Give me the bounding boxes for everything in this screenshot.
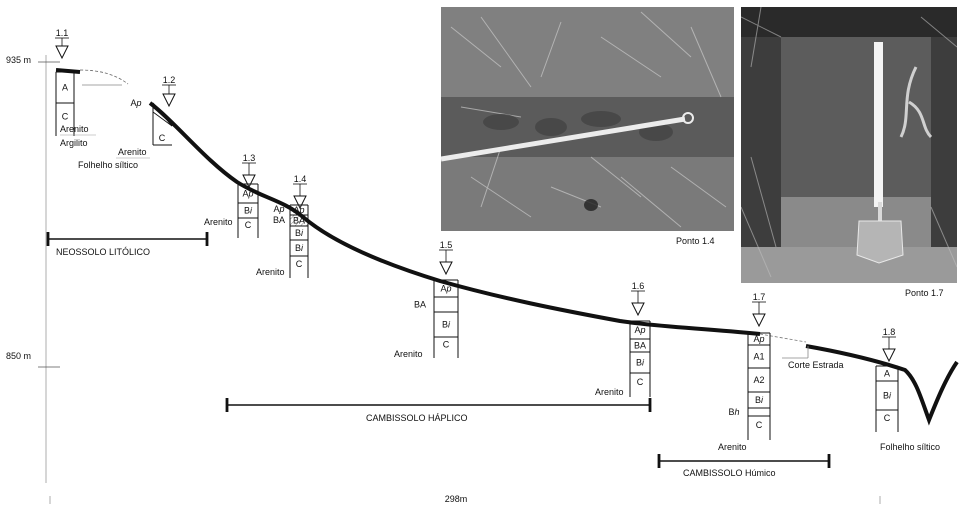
road-cut-label: Corte Estrada [788, 360, 844, 370]
horizon-label: Bi [755, 395, 764, 405]
lithology-label: Folhelho síltico [880, 442, 940, 452]
soil-classes: NEOSSOLO LITÓLICO CAMBISSOLO HÁPLICO CAM… [46, 232, 831, 478]
horizon-label: Bi [883, 391, 892, 401]
profile-marker-triangle [293, 195, 307, 210]
profile-id-label: 1.1 [56, 28, 69, 38]
horizon-label: BA [273, 215, 285, 225]
horizon-label: C [637, 377, 644, 387]
horizon-label: C [296, 259, 303, 269]
elevation-label-top: 935 m [6, 55, 31, 65]
profile-1-1: 1.1 A C Arenito Argilito [55, 28, 89, 148]
summit-segment [55, 68, 81, 74]
horizon-label: C [884, 413, 891, 423]
photo-ponto-1-7-caption: Ponto 1.7 [905, 288, 944, 298]
shovel-blade [856, 220, 904, 264]
photo-ponto-1-7-image [741, 7, 957, 283]
horizon-label: A [884, 369, 890, 379]
slope-line [148, 101, 761, 336]
lithology-label: Arenito [60, 124, 89, 134]
horizon-label: Ap [293, 205, 304, 215]
lithology-label: Arenito [394, 349, 423, 359]
profile-marker-triangle [752, 313, 766, 328]
profile-column [152, 102, 173, 146]
lithology-label: Arenito [118, 147, 147, 157]
horizon-label: Bi [442, 320, 451, 330]
horizon-label: Bi [244, 206, 253, 216]
profile-1-7: 1.7 Ap A1 A2 Bi Bh C Arenito [718, 292, 771, 452]
profile-1-3: 1.3 Ap Bi C Arenito [204, 153, 259, 238]
photo-ponto-1-4 [441, 7, 734, 231]
horizon-label: Bi [636, 358, 645, 368]
profile-1-6: 1.6 Ap BA Bi C Arenito [595, 281, 651, 397]
horizon-label: BA [634, 341, 646, 351]
profile-marker-triangle [631, 302, 645, 317]
horizon-label: Ap [242, 189, 253, 199]
horizon-label: Ap [634, 325, 645, 335]
horizon-label: A [62, 83, 68, 93]
elevation-label-bottom: 850 m [6, 351, 31, 361]
profile-id-label: 1.2 [163, 75, 176, 85]
profile-id-label: 1.7 [753, 292, 766, 302]
lithology-label: Arenito [718, 442, 747, 452]
cambissolo-haplico-label: CAMBISSOLO HÁPLICO [366, 413, 468, 423]
photo-ponto-1-7 [741, 7, 957, 283]
profile-id-label: 1.3 [243, 153, 256, 163]
horizon-label: Bh [728, 407, 739, 417]
profile-1-8: 1.8 A Bi C Folhelho síltico [875, 327, 940, 452]
horizon-label: C [443, 340, 450, 350]
profile-marker-triangle [242, 174, 256, 189]
profile-id-label: 1.4 [294, 174, 307, 184]
neossolo-label: NEOSSOLO LITÓLICO [56, 247, 150, 257]
profile-1-2: 1.2 Ap C Arenito Folhelho síltico [78, 75, 176, 170]
axes: 935 m 850 m 298m [6, 55, 881, 504]
photo-ponto-1-4-caption: Ponto 1.4 [676, 236, 715, 246]
horizon-label: C [756, 420, 763, 430]
lithology-label: Argilito [60, 138, 88, 148]
profile-id-label: 1.8 [883, 327, 896, 337]
photo-ponto-1-4-image [441, 7, 734, 231]
distance-label: 298m [445, 494, 468, 504]
road-cut-dashed [759, 333, 807, 343]
soil-profiles: 1.1 A C Arenito Argilito 1.2 Ap C Arenito Folhelh… [55, 28, 940, 452]
horizon-label: Ap [130, 98, 141, 108]
horizon-label: Ap [273, 204, 284, 214]
profile-marker-triangle [55, 45, 69, 60]
horizon-label: Bi [295, 243, 304, 253]
transition-hatch [290, 215, 308, 226]
horizon-label: C [245, 220, 252, 230]
horizon-boundary [152, 111, 173, 127]
profile-id-label: 1.5 [440, 240, 453, 250]
horizon-label: Bi [295, 228, 304, 238]
horizon-label: C [159, 133, 166, 143]
eroded-surface-dashed [79, 69, 129, 85]
cambissolo-humico-label: CAMBISSOLO Húmico [683, 468, 776, 478]
profile-marker-triangle [439, 261, 453, 276]
lithology-label: Arenito [256, 267, 285, 277]
lithology-label: Arenito [204, 217, 233, 227]
roots [899, 66, 933, 139]
shovel-handle [874, 42, 883, 207]
horizon-label: C [62, 112, 69, 122]
lithology-label: Folhelho síltico [78, 160, 138, 170]
horizon-label: Ap [440, 284, 451, 294]
horizon-label: Ap [753, 334, 764, 344]
horizon-label: A1 [753, 352, 764, 362]
profile-1-4: 1.4ApBABiBiCApBAArenito [256, 174, 309, 278]
horizon-label: A2 [753, 375, 764, 385]
lithology-label: Arenito [595, 387, 624, 397]
auger-rod [441, 116, 686, 162]
profile-id-label: 1.6 [632, 281, 645, 291]
profile-marker-triangle [162, 93, 176, 108]
valley-line [805, 344, 959, 426]
horizon-label: BA [414, 300, 426, 310]
profile-1-5: 1.5 Ap BA Bi C Arenito [394, 240, 459, 359]
terrain: Corte Estrada [55, 68, 959, 426]
profile-marker-triangle [882, 348, 896, 363]
